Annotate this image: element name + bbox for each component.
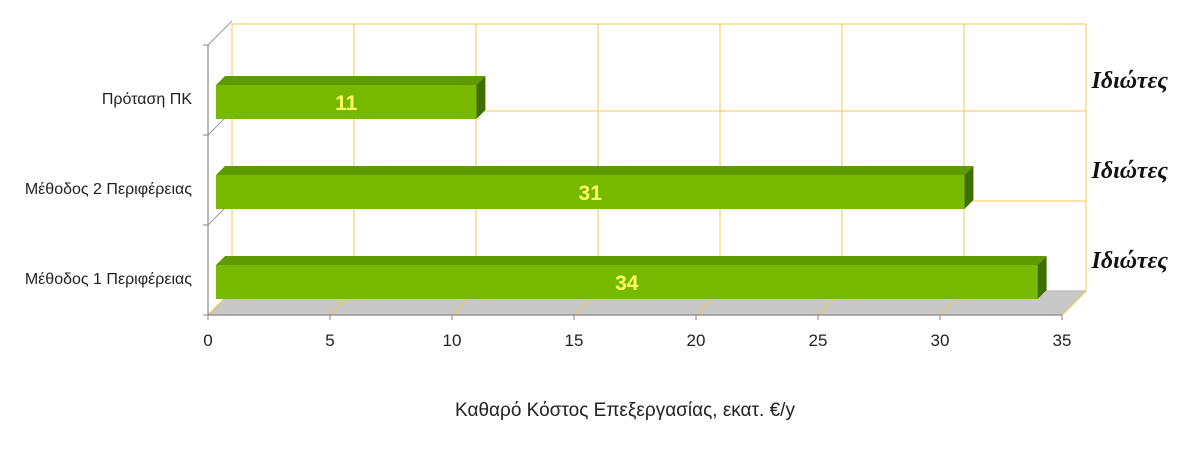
side-note-label: Ιδιώτες (1090, 158, 1168, 184)
bar-end-face (964, 166, 974, 209)
bar-value-label: 34 (615, 272, 639, 295)
bar-value-label: 31 (579, 182, 603, 205)
bar-front-face (216, 265, 1038, 299)
x-tick-label: 15 (565, 331, 584, 350)
bar-top-face (216, 256, 1047, 265)
bar-front-face (216, 85, 477, 119)
category-label: Μέθοδος 2 Περιφέρειας (25, 181, 192, 198)
bar-front-face (216, 175, 965, 209)
side-wall-line (207, 20, 233, 46)
x-tick-label: 0 (203, 331, 212, 350)
x-tick-label: 25 (809, 331, 828, 350)
x-axis-title: Καθαρό Κόστος Επεξεργασίας, εκατ. €/y (455, 400, 795, 421)
x-tick-label: 35 (1053, 331, 1072, 350)
bar-end-face (1037, 256, 1047, 299)
side-note-label: Ιδιώτες (1090, 68, 1168, 94)
category-label: Πρόταση ΠΚ (102, 91, 192, 108)
side-note-label: Ιδιώτες (1090, 248, 1168, 274)
bar-top-face (216, 166, 974, 175)
gridline-floor (1061, 290, 1087, 316)
bar (216, 76, 486, 119)
chart-bars (216, 76, 1047, 299)
x-tick-label: 30 (931, 331, 950, 350)
x-tick-label: 10 (443, 331, 462, 350)
bar (216, 166, 974, 209)
bar (216, 256, 1047, 299)
category-label: Μέθοδος 1 Περιφέρειας (25, 271, 192, 288)
bar-value-label: 11 (335, 92, 358, 115)
bar-end-face (476, 76, 486, 119)
chart-labels: 0 5 10 15 20 25 30 35 11 Πρόταση ΠΚ Ιδιώτες 31 Μέθοδ… (25, 68, 1168, 350)
chart-axes (203, 44, 1063, 320)
x-tick-label: 20 (687, 331, 706, 350)
bar-top-face (216, 76, 486, 85)
x-tick-label: 5 (325, 331, 334, 350)
